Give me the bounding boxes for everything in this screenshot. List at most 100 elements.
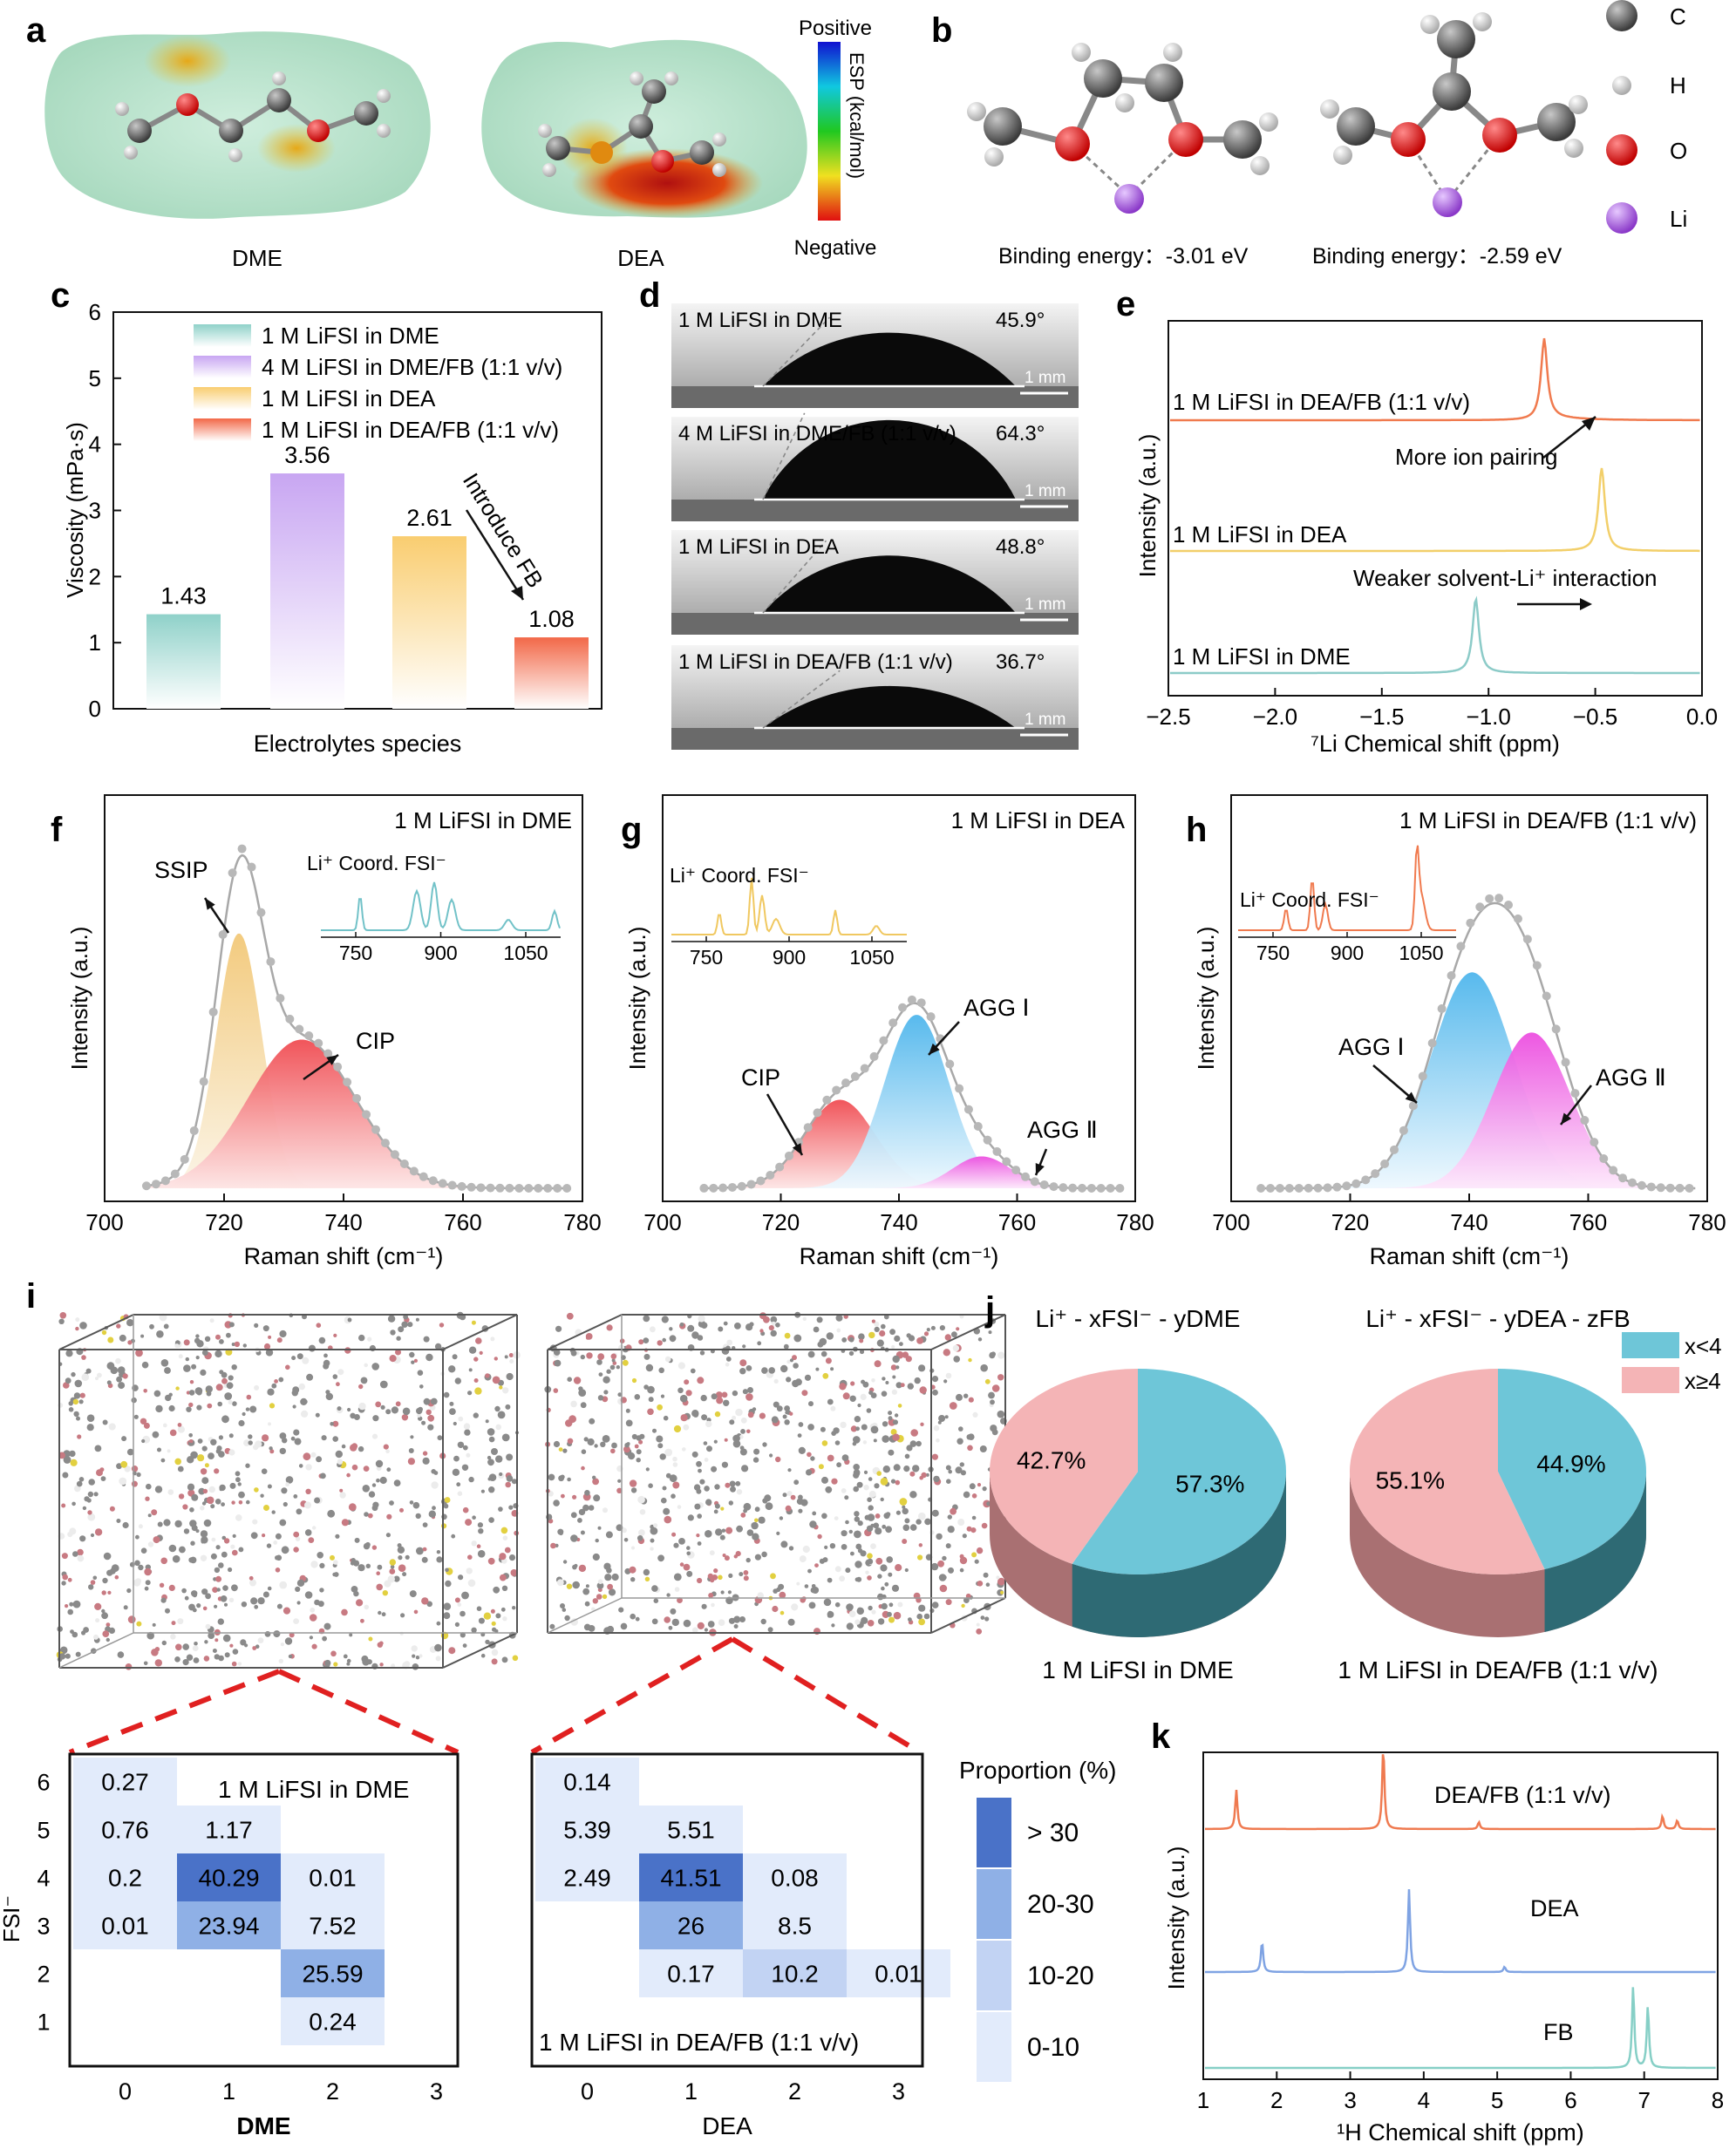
md-atom xyxy=(400,1613,405,1618)
md-atom xyxy=(966,1526,972,1532)
md-atom xyxy=(848,1336,854,1343)
md-atom xyxy=(903,1466,910,1472)
md-atom xyxy=(499,1472,503,1477)
md-atom xyxy=(336,1382,340,1387)
md-atom xyxy=(143,1422,150,1429)
md-atom xyxy=(897,1602,903,1608)
md-atom xyxy=(827,1577,833,1583)
md-atom xyxy=(972,1411,978,1418)
md-atom xyxy=(947,1514,953,1520)
raman-data-point xyxy=(1504,900,1514,909)
md-atom xyxy=(976,1629,983,1635)
md-atom xyxy=(720,1590,725,1595)
md-atom xyxy=(718,1326,724,1332)
md-atom xyxy=(937,1420,942,1425)
md-atom xyxy=(167,1449,171,1453)
md-atom xyxy=(330,1650,337,1657)
md-atom xyxy=(491,1649,499,1656)
md-atom xyxy=(793,1334,802,1343)
md-atom xyxy=(246,1500,250,1505)
md-atom xyxy=(746,1429,751,1434)
md-atom xyxy=(511,1479,517,1485)
md-atom xyxy=(776,1405,783,1412)
md-atom xyxy=(219,1339,224,1344)
heatmap-cell xyxy=(281,1997,385,2045)
zoom-guide xyxy=(68,1669,460,1755)
raman-data-point xyxy=(428,1176,438,1186)
md-atom xyxy=(306,1373,314,1381)
md-atom xyxy=(376,1583,384,1591)
md-atom xyxy=(664,1616,671,1623)
md-atom xyxy=(78,1399,84,1404)
md-atom xyxy=(895,1382,902,1389)
md-atom xyxy=(95,1618,100,1623)
raman-data-point xyxy=(151,1180,160,1189)
md-atom xyxy=(380,1404,385,1410)
md-atom xyxy=(407,1458,415,1466)
md-atom xyxy=(310,1452,317,1458)
md-atom xyxy=(285,1482,289,1487)
md-atom xyxy=(321,1435,327,1441)
inset-tick-label: 750 xyxy=(339,942,372,964)
md-atom xyxy=(330,1554,335,1561)
md-atom xyxy=(959,1556,968,1565)
md-atom xyxy=(457,1602,462,1607)
md-atom xyxy=(603,1562,611,1570)
md-atom xyxy=(131,1466,139,1472)
contact-angle-value: 64.3° xyxy=(996,422,1045,445)
md-atom xyxy=(510,1569,518,1576)
pie-title: Li⁺ - xFSI⁻ - yDME xyxy=(1036,1305,1241,1332)
raman-component-area xyxy=(704,1099,1124,1188)
heatmap-cell-value: 40.29 xyxy=(198,1865,259,1892)
md-atom xyxy=(200,1468,208,1475)
md-atom xyxy=(643,1337,650,1343)
md-atom xyxy=(773,1401,779,1408)
md-atom xyxy=(785,1411,789,1415)
md-atom xyxy=(666,1593,671,1597)
md-atom xyxy=(202,1606,208,1611)
md-atom xyxy=(827,1398,834,1405)
md-atom xyxy=(383,1444,389,1450)
heatmap-cell-value: 0.27 xyxy=(101,1769,149,1796)
md-atom xyxy=(88,1584,94,1590)
md-atom xyxy=(214,1499,221,1505)
md-atom xyxy=(870,1425,879,1434)
md-atom xyxy=(762,1498,768,1504)
md-atom xyxy=(819,1337,827,1346)
md-atom xyxy=(281,1546,289,1554)
md-atom xyxy=(194,1642,198,1646)
md-atom xyxy=(267,1388,275,1396)
md-atom xyxy=(592,1475,596,1480)
raman-data-point xyxy=(170,1169,180,1179)
raman-data-point xyxy=(1323,1183,1332,1193)
md-atom xyxy=(959,1554,964,1559)
md-atom xyxy=(875,1513,881,1519)
raman-data-point xyxy=(1020,1172,1030,1181)
md-atom xyxy=(204,1640,208,1644)
md-atom xyxy=(351,1586,358,1593)
md-atom xyxy=(780,1540,788,1548)
heatmap-cell-value: 7.52 xyxy=(309,1913,357,1940)
md-atom xyxy=(499,1574,507,1581)
md-atom xyxy=(585,1336,590,1340)
peak-arrowhead xyxy=(1405,1092,1417,1103)
md-atom xyxy=(309,1636,313,1640)
md-atom xyxy=(473,1378,479,1383)
md-atom xyxy=(122,1521,129,1529)
md-atom xyxy=(221,1502,225,1506)
proportion-legend-title: Proportion (%) xyxy=(959,1757,1117,1784)
panel-letter: j xyxy=(984,1290,995,1329)
md-atom xyxy=(278,1377,284,1383)
md-atom xyxy=(921,1472,927,1479)
md-atom xyxy=(221,1377,228,1384)
md-atom xyxy=(347,1317,352,1323)
md-atom xyxy=(719,1534,725,1540)
md-atom xyxy=(882,1377,886,1381)
md-atom xyxy=(587,1438,595,1446)
dea-label: DEA xyxy=(617,245,664,271)
md-atom xyxy=(432,1506,436,1511)
md-box xyxy=(544,1311,1009,1636)
md-atom xyxy=(561,1493,565,1499)
md-atom xyxy=(968,1357,972,1363)
